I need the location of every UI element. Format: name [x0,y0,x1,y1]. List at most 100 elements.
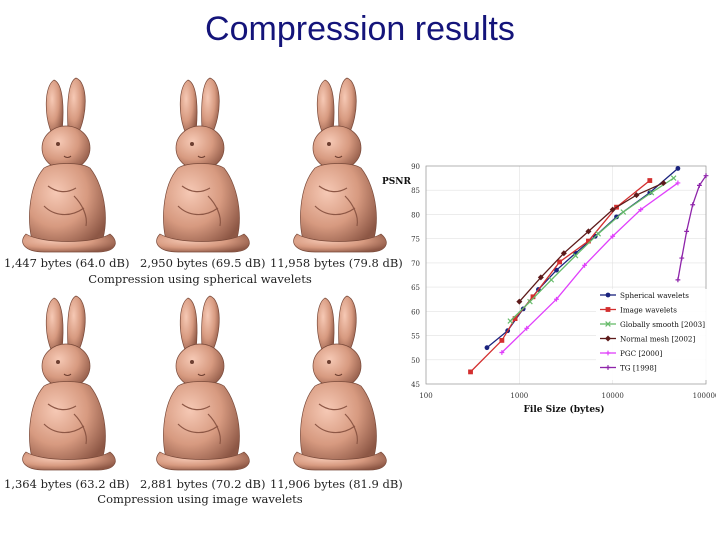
legend-item-3: Normal mesh [2002] [600,335,696,344]
chart-axes: 45 50 55 60 65 70 75 80 85 90 100 1000 10000 100000 [411,163,716,400]
data-point [670,175,677,181]
series-4 [499,180,681,355]
data-point [585,228,592,235]
data-point [647,178,653,183]
caption-image-3: 11,906 bytes (81.9 dB) [270,477,403,491]
slide-title: Compression results [205,10,515,48]
data-point [609,206,616,213]
data-point [537,274,544,281]
x-tick-label: 1000 [510,392,528,400]
data-point [507,318,514,324]
data-point [605,365,611,370]
y-tick-label: 55 [411,333,420,341]
data-point [610,233,616,239]
data-point [648,189,655,196]
data-point [605,307,611,312]
data-point [697,182,702,188]
legend-item-5: TG [1998] [600,364,657,373]
legend-label: Normal mesh [2002] [620,335,696,344]
data-point [572,252,579,259]
series-line [518,182,664,303]
caption-spherical-3: 11,958 bytes (79.8 dB) [270,256,403,270]
legend-item-4: PGC [2000] [600,349,662,358]
y-tick-label: 45 [411,381,420,389]
chart-legend: Spherical wavelets Image wavelets Globally… [596,289,712,380]
y-tick-label: 80 [411,211,420,219]
legend-label: TG [1998] [620,364,657,373]
data-point [633,192,640,199]
y-tick-label: 60 [411,308,420,316]
series-5 [675,173,709,283]
legend-box [596,289,712,380]
plot-frame [425,165,707,385]
data-point [675,166,681,171]
legend-label: Spherical wavelets [620,291,689,300]
data-point [560,250,567,257]
data-point [675,277,681,283]
legend-label: PGC [2000] [620,349,662,358]
y-axis-label: PSNR [382,177,411,187]
caption-image-1: 1,364 bytes (63.2 dB) [4,477,130,491]
data-point [516,298,523,305]
legend-item-0: Spherical wavelets [600,291,689,300]
bunny-render-image-3 [285,294,393,472]
data-point [605,292,611,298]
series-1 [468,178,653,375]
data-point [527,298,533,305]
bunny-render-image-1 [14,294,122,472]
data-point [595,230,602,237]
data-point [614,214,619,220]
data-point [690,202,696,208]
bunny-render-spherical-3 [285,76,393,254]
data-point [703,173,709,179]
bunny-render-spherical-2 [148,76,256,254]
data-point [675,180,681,186]
caption-spherical-1: 1,447 bytes (64.0 dB) [4,256,130,270]
data-point [660,179,667,186]
x-tick-label: 10000 [602,392,624,400]
series-3 [516,179,667,305]
caption-spherical-2: 2,950 bytes (69.5 dB) [140,256,266,270]
psnr-vs-filesize-chart: 45 50 55 60 65 70 75 80 85 90 100 1000 10000 100000 S… [382,163,716,415]
subcaption-spherical: Compression using spherical wavelets [88,272,312,286]
data-point [554,267,559,273]
y-tick-label: 50 [411,357,420,365]
y-tick-label: 90 [411,163,420,171]
data-point [524,325,530,331]
data-point [530,294,536,300]
subcaption-image: Compression using image wavelets [97,492,303,506]
data-point [468,369,473,375]
bunny-render-spherical-1 [14,76,122,254]
legend-label: Image wavelets [620,306,677,315]
data-point [638,207,644,212]
data-point [512,316,518,321]
data-point [557,259,562,265]
series-2 [507,175,677,324]
legend-item-2: Globally smooth [2003] [600,320,705,329]
legend-label: Globally smooth [2003] [620,320,705,329]
data-point [605,335,611,342]
series-line [470,180,651,373]
data-point [605,350,611,356]
legend-item-1: Image wavelets [600,306,677,315]
y-tick-label: 65 [411,284,420,292]
data-point [484,345,490,351]
data-point [554,296,559,302]
data-point [620,209,627,215]
data-point [582,262,587,268]
y-tick-label: 75 [411,236,420,244]
data-point [548,277,555,283]
series-line [509,177,674,322]
series-line [677,175,707,280]
x-tick-label: 100000 [693,392,716,400]
data-point [499,350,505,355]
bunny-render-image-2 [148,294,256,472]
data-point [499,338,505,343]
data-point [684,229,690,234]
data-point [586,238,591,244]
data-point [679,255,685,261]
y-tick-label: 70 [411,260,420,268]
x-axis-label: File Size (bytes) [524,404,605,415]
x-tick-label: 100 [419,392,432,400]
data-point [605,321,611,327]
